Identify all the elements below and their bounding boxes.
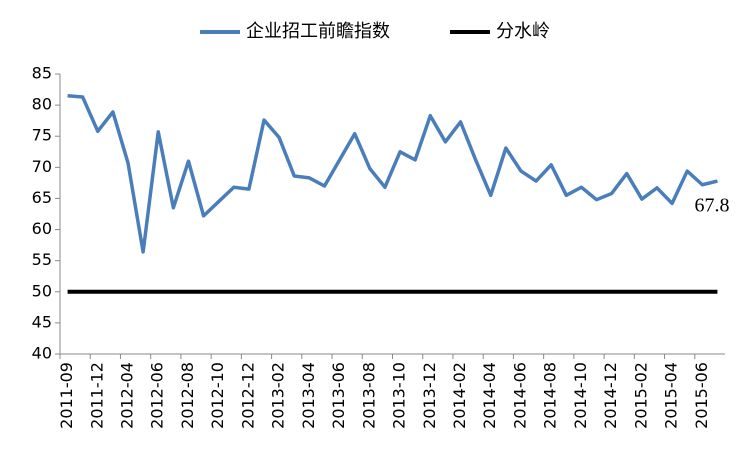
data-label: 67.8 — [694, 195, 729, 217]
x-tick-label: 2015-06 — [692, 362, 711, 429]
x-tick-label: 2012-06 — [148, 362, 167, 429]
series-line — [67, 94, 718, 254]
x-tick-label: 2013-02 — [269, 362, 288, 429]
y-tick-label: 65 — [32, 188, 52, 207]
x-tick-label: 2011-12 — [87, 362, 106, 429]
x-tick-label: 2015-02 — [631, 362, 650, 429]
y-tick-label: 40 — [32, 344, 52, 363]
y-tick-label: 70 — [32, 157, 52, 176]
legend-label: 分水岭 — [496, 21, 550, 42]
x-tick-label: 2012-04 — [118, 362, 137, 429]
x-tick-label: 2014-06 — [510, 362, 529, 429]
x-tick-label: 2013-08 — [359, 362, 378, 429]
x-tick-label: 2012-08 — [178, 362, 197, 429]
x-tick-label: 2013-10 — [390, 362, 409, 429]
x-tick-label: 2011-09 — [57, 362, 76, 429]
x-tick-label: 2014-02 — [450, 362, 469, 429]
y-tick-label: 45 — [32, 312, 52, 331]
x-tick-label: 2013-04 — [299, 362, 318, 429]
x-tick-label: 2013-06 — [329, 362, 348, 429]
x-tick-label: 2013-12 — [420, 362, 439, 429]
x-tick-label: 2012-12 — [238, 362, 257, 429]
y-tick-label: 80 — [32, 95, 52, 114]
y-tick-label: 85 — [32, 64, 52, 83]
x-tick-label: 2014-12 — [601, 362, 620, 429]
y-tick-label: 50 — [32, 281, 52, 300]
legend-label: 企业招工前瞻指数 — [246, 21, 390, 42]
x-tick-label: 2014-04 — [480, 362, 499, 429]
x-tick-label: 2014-10 — [571, 362, 590, 429]
x-tick-label: 2015-04 — [662, 362, 681, 429]
x-tick-label: 2014-08 — [541, 362, 560, 429]
y-tick-label: 60 — [32, 219, 52, 238]
y-tick-label: 75 — [32, 126, 52, 145]
x-tick-label: 2012-10 — [208, 362, 227, 429]
y-tick-label: 55 — [32, 250, 52, 269]
